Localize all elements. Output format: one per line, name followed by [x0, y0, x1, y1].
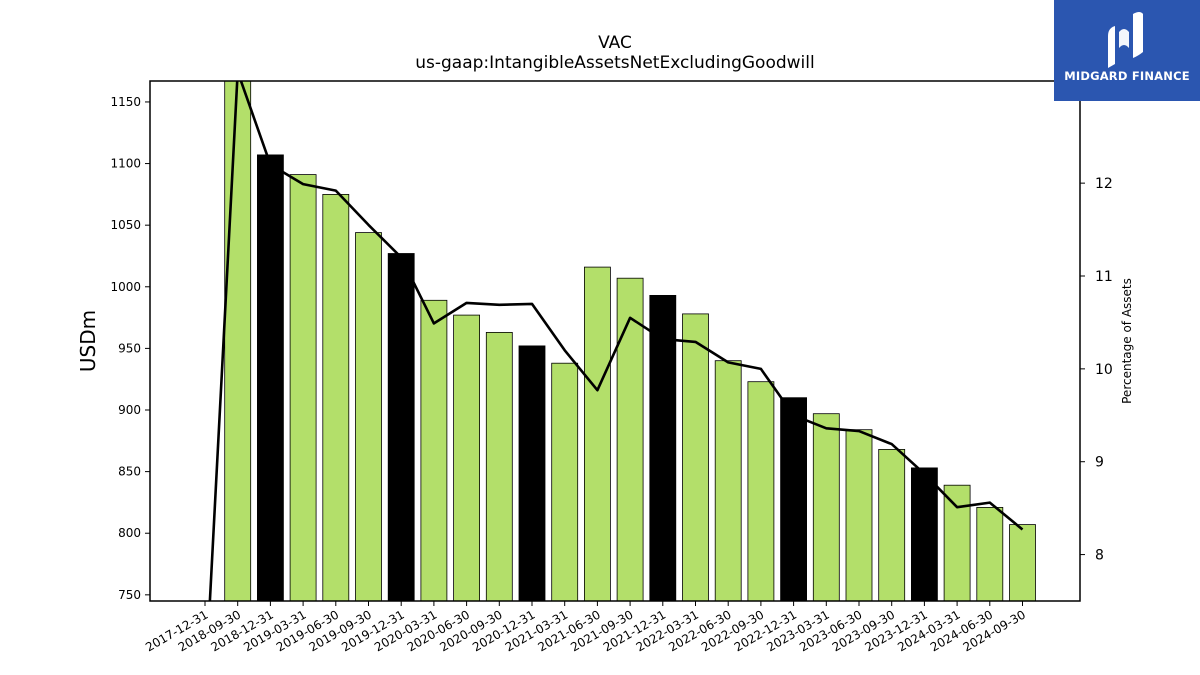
- bar-2019-03-31: [289, 174, 317, 601]
- bar-2022-12-31: [780, 397, 807, 601]
- ytick-label: 1150: [110, 95, 141, 109]
- chart-subtitle: us-gaap:IntangibleAssetsNetExcludingGood…: [415, 53, 814, 73]
- bar-2021-03-31: [551, 362, 579, 601]
- plot-frame: [149, 80, 1081, 602]
- bar-2020-06-30: [453, 314, 481, 601]
- ytick-label: 850: [118, 465, 141, 479]
- bar-2023-03-31: [812, 413, 840, 601]
- ytick-label: 1000: [110, 280, 141, 294]
- bar-2019-09-30: [355, 232, 382, 601]
- bar-2022-09-30: [747, 381, 775, 601]
- bar-2023-09-30: [878, 448, 906, 601]
- bar-2021-09-30: [616, 277, 644, 601]
- ytick-label: 750: [118, 588, 141, 602]
- bars-layer: [224, 81, 1036, 601]
- ytick-label: 950: [118, 341, 141, 355]
- logo-mark-icon: [1108, 12, 1143, 68]
- y2tick-label: 11: [1095, 269, 1113, 285]
- bar-2022-06-30: [714, 360, 742, 601]
- bar-2021-12-31: [649, 294, 677, 601]
- y2tick-label: 9: [1095, 455, 1104, 471]
- y-axis-label: USDm: [76, 310, 100, 372]
- bar-2024-06-30: [976, 506, 1004, 601]
- chart-title: VAC: [598, 33, 632, 53]
- bar-2018-12-31: [256, 154, 284, 601]
- bar-2019-12-31: [387, 253, 415, 601]
- bar-2023-06-30: [845, 429, 873, 601]
- midgard-finance-logo: MIDGARD FINANCE: [1054, 0, 1200, 101]
- bar-2019-06-30: [322, 193, 350, 601]
- bar-2020-09-30: [485, 331, 513, 601]
- bar-2020-12-31: [518, 345, 546, 601]
- y2tick-label: 8: [1095, 548, 1104, 564]
- ytick-label: 800: [118, 526, 141, 540]
- bar-2023-12-31: [911, 467, 938, 601]
- bar-2020-03-31: [420, 299, 448, 601]
- bar-2024-03-31: [943, 484, 971, 601]
- bar-2022-03-31: [682, 313, 709, 601]
- bar-2024-09-30: [1009, 524, 1036, 601]
- line-layer: [208, 81, 1024, 601]
- bar-2018-09-30: [224, 81, 252, 601]
- ytick-label: 900: [118, 403, 141, 417]
- ytick-label: 1100: [110, 157, 141, 171]
- y2tick-label: 12: [1095, 176, 1113, 192]
- y2tick-label: 10: [1095, 362, 1113, 378]
- logo-text: MIDGARD FINANCE: [1064, 69, 1190, 83]
- y2-axis-label: Percentage of Assets: [1120, 278, 1134, 404]
- bar-2021-06-30: [584, 266, 611, 601]
- ytick-label: 1050: [110, 218, 141, 232]
- pct-assets-line: [208, 81, 1024, 601]
